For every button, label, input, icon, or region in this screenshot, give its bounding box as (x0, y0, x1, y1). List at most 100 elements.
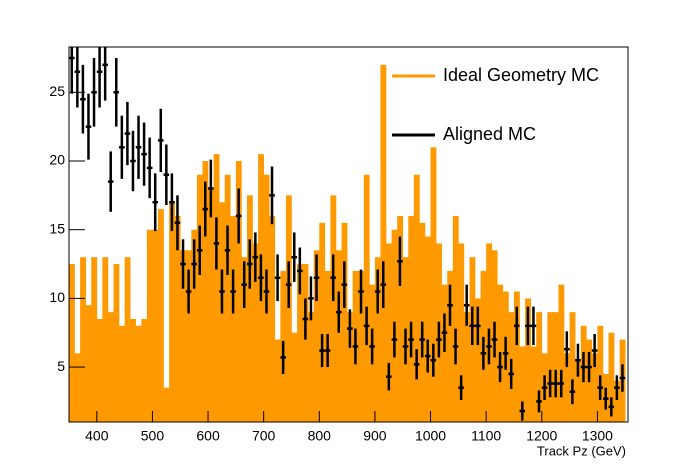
data-point (586, 351, 592, 383)
data-point (547, 369, 553, 398)
histogram-bar (358, 270, 365, 422)
histogram-bar (191, 229, 198, 422)
x-tick-label: 800 (308, 428, 332, 444)
data-point (185, 269, 192, 314)
data-point (580, 351, 587, 383)
data-point (530, 306, 537, 346)
histogram-bar (547, 312, 554, 422)
data-point (219, 269, 225, 314)
histogram-bar (213, 154, 220, 422)
histogram-bar (224, 174, 231, 422)
data-point (469, 306, 476, 346)
histogram-bar (319, 222, 326, 422)
histogram-bar (519, 346, 526, 422)
histogram-bar (363, 174, 370, 422)
histogram-bar (441, 284, 448, 422)
data-point (274, 254, 281, 302)
data-point (497, 351, 503, 383)
data-point (513, 306, 520, 346)
data-point (269, 166, 275, 225)
histogram-bar (591, 353, 598, 422)
data-point (141, 122, 147, 186)
histogram-bar (291, 332, 298, 422)
data-point (180, 239, 186, 289)
data-point (480, 336, 487, 370)
data-point (347, 309, 353, 348)
data-point (363, 306, 370, 346)
data-point (263, 269, 270, 314)
data-point (614, 375, 620, 401)
histogram-bar (575, 360, 582, 422)
histogram-bar (525, 298, 531, 422)
data-point (80, 64, 86, 134)
x-tick-label: 600 (196, 428, 220, 444)
data-point (369, 328, 375, 365)
histogram-bar (308, 312, 315, 422)
frame (68, 46, 629, 423)
histogram-bar (536, 312, 543, 422)
histogram-bar (180, 250, 187, 422)
histogram-bar (285, 195, 292, 422)
data-point (358, 269, 364, 314)
data-point (463, 284, 470, 326)
y-tick-label: 25 (49, 83, 65, 99)
data-point (308, 276, 314, 321)
data-point (558, 369, 565, 398)
data-point (491, 321, 498, 358)
x-tick-label: 700 (252, 428, 276, 444)
histogram-bar (564, 353, 570, 422)
data-point (352, 328, 359, 365)
data-point (341, 261, 348, 308)
data-point (96, 47, 103, 108)
data-point (163, 144, 170, 205)
histogram-bar (146, 229, 153, 422)
histogram-bar (347, 312, 353, 422)
histogram-bar (269, 215, 276, 422)
data-point (413, 349, 420, 380)
data-point (419, 321, 425, 358)
data-point (391, 321, 398, 358)
data-point (608, 397, 615, 417)
data-point (447, 284, 453, 326)
histogram-bar (408, 215, 415, 422)
x-axis-label: Track Pz (GeV) (537, 443, 626, 458)
x-tick-label: 500 (141, 428, 165, 444)
histogram-bar (235, 161, 242, 422)
data-point (591, 334, 598, 368)
histogram-bar (341, 222, 348, 422)
histogram-bar (335, 250, 342, 422)
data-point (157, 108, 164, 172)
histogram-bar (386, 243, 392, 422)
y-tick-label: 15 (49, 220, 65, 236)
histogram-bar (397, 215, 404, 422)
x-tick-label: 1200 (526, 428, 557, 444)
histogram-bar (130, 318, 137, 422)
histogram-bar (157, 209, 164, 422)
data-point (135, 115, 142, 179)
histogram-bar (274, 339, 281, 422)
data-point (69, 47, 75, 94)
histogram-bar (124, 257, 131, 422)
histogram-bar (424, 236, 431, 422)
data-point (213, 217, 220, 270)
data-point (113, 57, 120, 127)
data-point (102, 47, 108, 101)
histogram-bar (475, 298, 481, 422)
histogram-bar (552, 312, 559, 422)
x-tick-label: 1100 (471, 428, 501, 444)
histogram-bar (413, 174, 420, 422)
plot-area (69, 47, 626, 422)
data-point (525, 306, 531, 346)
histogram-bar (69, 264, 75, 422)
histogram-bar (530, 346, 537, 422)
histogram-bar (380, 64, 387, 422)
histogram-bar (513, 291, 520, 422)
data-point (235, 188, 242, 244)
data-point (386, 362, 392, 391)
data-point (408, 321, 414, 358)
histogram-bar (163, 387, 170, 422)
histogram-bar (74, 353, 81, 422)
data-point (130, 130, 136, 192)
data-point (436, 321, 442, 358)
